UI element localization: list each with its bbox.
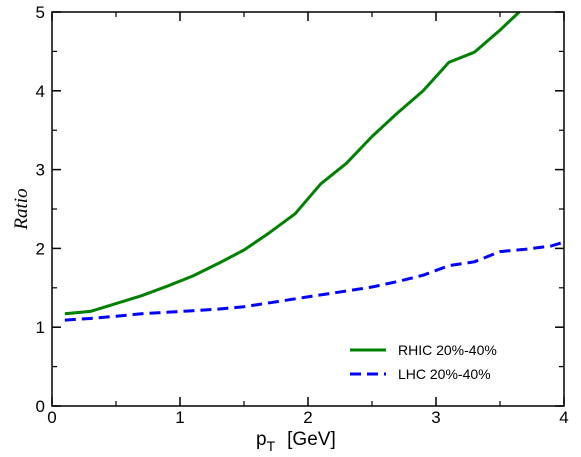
series-line-lhc [64,240,564,322]
y-tick-label: 1 [36,318,45,337]
x-axis-title-main: p [256,429,267,450]
x-tick-label: 3 [431,408,440,427]
x-tick-label: 1 [175,408,184,427]
y-tick-label: 2 [36,239,45,258]
x-axis-title: pT [GeV] [256,429,336,454]
legend-label-lhc: LHC 20%-40% [398,366,491,382]
y-tick-label: 5 [36,3,45,22]
series-line-rhic [64,12,521,316]
x-axis-title-unit: [GeV] [287,429,336,450]
y-tick-label: 4 [36,82,45,101]
y-axis-title: Ratio [11,188,32,230]
x-tick-label: 2 [303,408,312,427]
x-tick-label: 0 [47,408,56,427]
x-tick-label: 4 [559,408,568,427]
y-tick-label: 3 [36,161,45,180]
ticks-layer: 0 1 2 3 4 0 1 2 3 4 5 [36,3,569,427]
legend: RHIC 20%-40% LHC 20%-40% [350,342,497,382]
y-tick-label: 0 [36,397,45,416]
series-layer [64,12,564,322]
x-axis-title-subscript: T [267,438,276,454]
svg-text:pT[GeV]: pT [GeV] [256,429,336,454]
legend-label-rhic: RHIC 20%-40% [398,342,497,358]
